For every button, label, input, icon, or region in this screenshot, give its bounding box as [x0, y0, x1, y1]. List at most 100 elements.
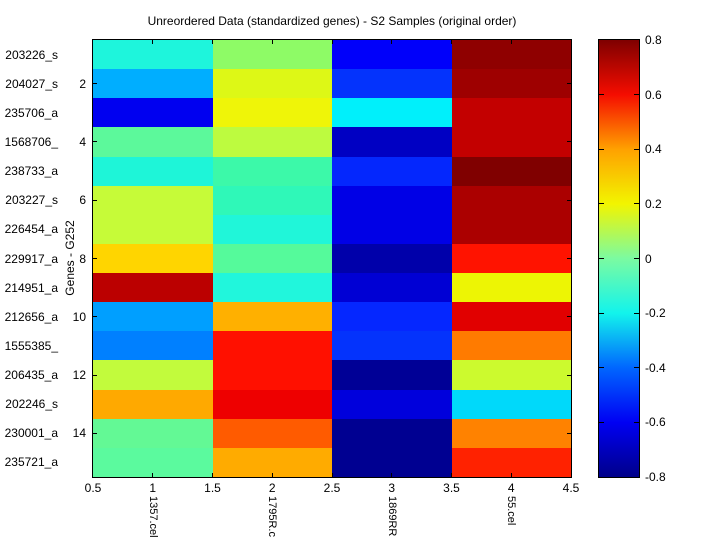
y-tick-label: 6: [79, 193, 86, 208]
x-tick-label: 4.5: [562, 481, 580, 495]
heatmap-cell-r4-c1: [93, 127, 213, 157]
colorbar-tick-right: [634, 312, 639, 314]
y-tick-mark-right: [567, 258, 571, 259]
x-tick-label: 3: [388, 481, 396, 495]
x-tick-label: 3.5: [443, 481, 460, 495]
colorbar: [598, 39, 640, 478]
sample-label: 1869RR: [385, 496, 398, 537]
heatmap-cell-r12-c4: [451, 360, 571, 390]
heatmap-cell-r6-c1: [93, 185, 213, 215]
y-tick-mark-left: [93, 199, 97, 201]
gene-label: 204027_s: [5, 76, 58, 91]
heatmap-cell-r4-c2: [212, 127, 332, 157]
heatmap-cell-r1-c1: [93, 40, 213, 70]
heatmap-cell-r4-c3: [332, 127, 452, 157]
x-tick-mark-top: [152, 40, 154, 44]
colorbar-tick-right: [634, 94, 639, 96]
x-tick-label: 2.5: [323, 481, 341, 495]
y-tick-mark-right: [567, 374, 571, 376]
heatmap-cell-r2-c4: [451, 69, 571, 99]
heatmap-cell-r3-c3: [332, 98, 452, 128]
heatmap: [92, 39, 572, 478]
x-tick-mark-top: [510, 40, 512, 44]
y-tick-mark-left: [93, 141, 97, 143]
x-tick-mark-bottom: [152, 473, 154, 477]
y-tick-label: 10: [72, 309, 86, 324]
gene-label: 229917_a: [4, 251, 58, 266]
heatmap-cell-r7-c4: [451, 214, 571, 244]
x-tick-label: 4: [507, 481, 515, 495]
heatmap-cell-r13-c2: [212, 389, 332, 419]
x-tick-label: 2: [268, 481, 276, 495]
gene-label: 1555385_: [4, 338, 58, 353]
colorbar-tick-right: [634, 421, 639, 423]
heatmap-cell-r9-c4: [451, 273, 571, 303]
colorbar-tick-right: [634, 148, 639, 150]
heatmap-cell-r14-c3: [332, 418, 452, 448]
heatmap-cell-r9-c1: [93, 273, 213, 303]
x-tick-mark-bottom: [271, 473, 273, 477]
heatmap-cell-r15-c2: [212, 447, 332, 477]
heatmap-cell-r9-c2: [212, 273, 332, 303]
y-tick-mark-left: [93, 316, 97, 318]
heatmap-cell-r8-c1: [93, 243, 213, 274]
heatmap-cell-r8-c2: [212, 243, 332, 274]
sample-label: 1795R.c: [266, 496, 279, 537]
gene-label: 226454_a: [4, 222, 58, 237]
colorbar-tick-left: [599, 148, 604, 150]
y-tick-mark-left: [93, 374, 97, 376]
x-tick-mark-bottom: [391, 473, 393, 477]
colorbar-tick-label: 0.4: [645, 142, 662, 157]
heatmap-cell-r14-c4: [451, 418, 571, 448]
gene-label: 1568706_: [4, 134, 58, 149]
heatmap-cell-r2-c3: [332, 69, 452, 99]
heatmap-cell-r5-c1: [93, 156, 213, 186]
colorbar-tick-label: -0.2: [645, 306, 666, 321]
heatmap-cell-r2-c1: [93, 69, 213, 99]
x-tick-mark-top: [391, 40, 393, 44]
heatmap-cell-r6-c4: [451, 185, 571, 215]
heatmap-cell-r10-c1: [93, 302, 213, 332]
colorbar-tick-left: [599, 94, 604, 96]
colorbar-tick-left: [599, 367, 604, 369]
heatmap-cell-r7-c1: [93, 214, 213, 244]
heatmap-cell-r1-c2: [212, 40, 332, 70]
heatmap-cell-r11-c1: [93, 331, 213, 361]
y-tick-label: 4: [79, 134, 86, 149]
heatmap-cell-r14-c1: [93, 418, 213, 448]
heatmap-cell-r2-c2: [212, 69, 332, 99]
colorbar-tick-left: [599, 312, 604, 314]
y-tick-label: 14: [72, 426, 86, 441]
x-tick-mark-bottom: [331, 473, 333, 477]
colorbar-tick-label: 0: [645, 251, 652, 266]
heatmap-cell-r3-c1: [93, 98, 213, 128]
heatmap-cell-r8-c3: [332, 243, 452, 274]
y-tick-mark-left: [93, 83, 97, 85]
gene-label: 235706_a: [4, 105, 58, 120]
x-tick-mark-bottom: [510, 473, 512, 477]
heatmap-cell-r7-c2: [212, 214, 332, 244]
sample-label: 55.cel: [505, 496, 518, 526]
y-tick-mark-left: [93, 432, 97, 434]
chart-title: Unreordered Data (standardized genes) - …: [147, 14, 517, 28]
heatmap-cell-r13-c3: [332, 389, 452, 419]
x-tick-mark-top: [212, 40, 213, 44]
colorbar-tick-left: [599, 421, 604, 423]
gene-label: 202246_s: [5, 397, 58, 412]
colorbar-tick-right: [634, 367, 639, 369]
heatmap-cell-r6-c3: [332, 185, 452, 215]
gene-label: 203227_s: [5, 193, 58, 208]
x-tick-mark-top: [271, 40, 273, 44]
heatmap-cell-r4-c4: [451, 127, 571, 157]
y-tick-mark-right: [567, 141, 571, 143]
heatmap-cell-r15-c3: [332, 447, 452, 477]
heatmap-cell-r15-c1: [93, 447, 213, 477]
heatmap-cell-r12-c2: [212, 360, 332, 390]
gene-label: 238733_a: [4, 164, 58, 179]
colorbar-tick-label: 0.6: [645, 87, 662, 102]
colorbar-tick-label: -0.6: [645, 415, 666, 430]
heatmap-cell-r3-c2: [212, 98, 332, 128]
heatmap-cell-r11-c4: [451, 331, 571, 361]
y-tick-mark-right: [567, 432, 571, 434]
